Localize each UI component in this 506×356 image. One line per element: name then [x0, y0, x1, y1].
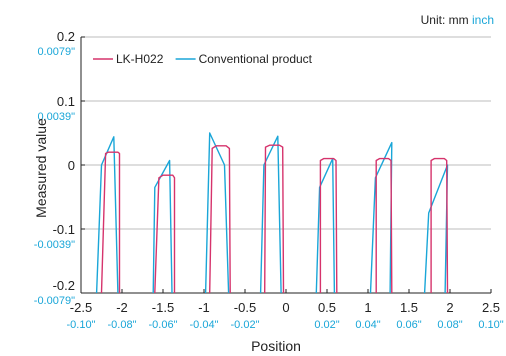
unit-note: Unit: mm inch: [421, 13, 494, 27]
y-axis-label: Measured value: [33, 118, 49, 218]
unit-note-inch: inch: [472, 13, 494, 27]
y-tick-label-inch: 0.0079": [37, 46, 75, 58]
series-conventional-product-line: [423, 164, 449, 294]
y-tick-label: -0.1: [53, 222, 75, 237]
y-tick-label: 0.2: [57, 29, 75, 44]
x-tick-label-inch: 0.02": [314, 319, 339, 331]
legend-label-conventional-product: Conventional product: [199, 52, 313, 66]
x-tick-label-inch: 0.06": [396, 319, 421, 331]
x-tick-label-inch: -0.02": [231, 319, 260, 331]
x-tick-label-inch: -0.06": [149, 319, 178, 331]
y-tick-label: -0.2: [53, 278, 75, 293]
x-tick-label: 1: [364, 300, 371, 315]
series-conventional-product-line: [315, 157, 336, 294]
x-tick-label-inch: -0.08": [108, 319, 137, 331]
series-conventional-product-line: [152, 159, 173, 294]
series-lk-h022-line: [154, 174, 176, 294]
series-lk-h022-line: [375, 157, 393, 294]
y-tick-label-inch: -0.0039": [34, 239, 75, 251]
x-tick-label: 1.5: [400, 300, 418, 315]
x-tick-label: -2.5: [70, 300, 92, 315]
x-tick-label: -0.5: [234, 300, 256, 315]
x-tick-label-inch: -0.04": [190, 319, 219, 331]
series-conventional-product-line: [259, 135, 282, 294]
series-lk-h022-line: [264, 144, 285, 294]
x-tick-label: -1: [198, 300, 210, 315]
x-axis-label: Position: [251, 338, 301, 354]
series-lk-h022-line: [100, 151, 121, 294]
y-tick-label: 0.1: [57, 94, 75, 109]
y-tick-label-inch: -0.0079": [34, 295, 75, 307]
legend-label-lk-h022: LK-H022: [116, 52, 164, 66]
x-tick-label: 2: [446, 300, 453, 315]
series-lk-h022-line: [209, 145, 231, 294]
x-tick-label: -1.5: [152, 300, 174, 315]
x-tick-label-inch: -0.10": [67, 319, 96, 331]
x-tick-label-inch: 0.10": [478, 319, 503, 331]
x-tick-label: 0.5: [318, 300, 336, 315]
series-lk-h022-line: [430, 157, 449, 294]
x-tick-label-inch: 0.08": [437, 319, 462, 331]
x-tick-label-inch: 0.04": [355, 319, 380, 331]
series-conventional-product-line: [95, 136, 119, 294]
series-conventional-product-line: [204, 132, 230, 294]
legend: LK-H022 Conventional product: [93, 52, 313, 66]
x-tick-label: 0: [282, 300, 289, 315]
series-lk-h022-line: [319, 157, 338, 294]
y-tick-label: 0: [68, 158, 75, 173]
x-tick-label: -2: [116, 300, 128, 315]
y-tick-label-inch: 0.0039": [37, 111, 75, 123]
x-tick-label: 2.5: [482, 300, 500, 315]
plot-area: 0.2 0.0079" 0.1 0.0039" 0 -0.1 -0.0039" -0.2 -0.…: [34, 29, 504, 331]
unit-note-mm: Unit: mm: [421, 13, 472, 27]
